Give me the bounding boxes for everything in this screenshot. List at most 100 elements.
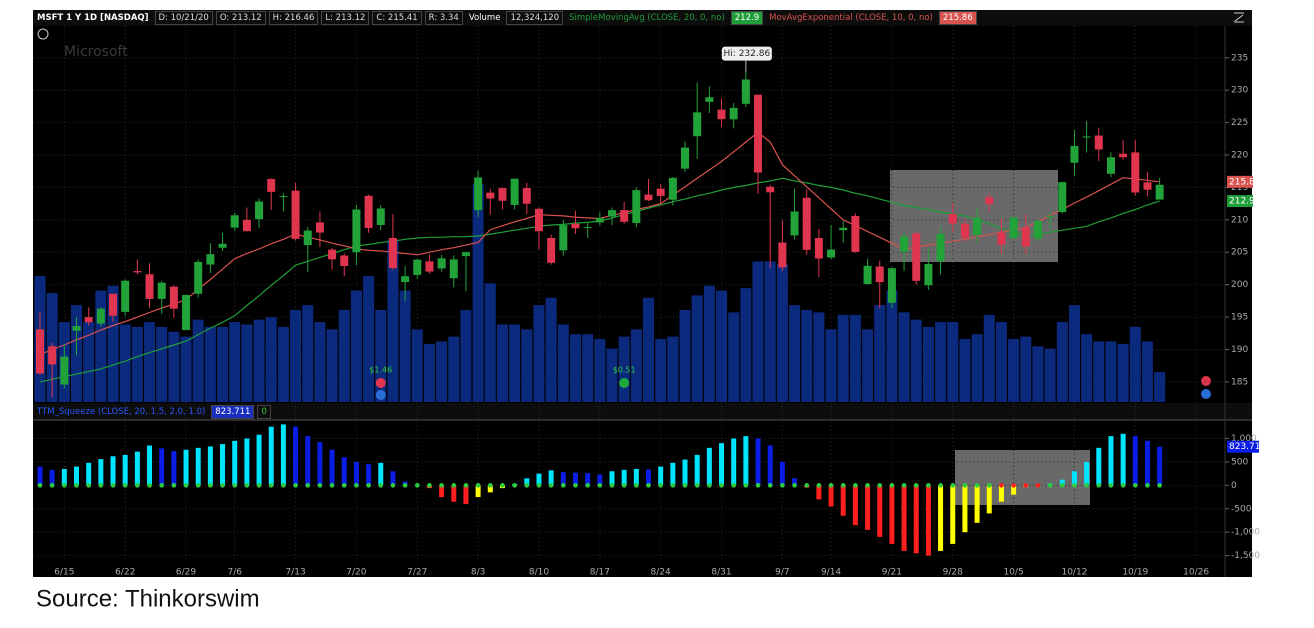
- volume-bar: [241, 324, 253, 402]
- candle-body: [1094, 135, 1103, 150]
- squeeze-dot: [682, 483, 688, 488]
- squeeze-dot: [974, 483, 980, 488]
- info-icon[interactable]: [37, 28, 49, 40]
- volume-bar: [691, 295, 703, 402]
- candle-body: [425, 261, 434, 272]
- volume-bar: [582, 334, 594, 402]
- momentum-bar: [86, 462, 92, 486]
- volume-bar: [557, 324, 569, 402]
- candle-body: [401, 276, 410, 283]
- squeeze-dot: [840, 483, 846, 488]
- squeeze-dot: [208, 483, 213, 488]
- momentum-bar: [463, 485, 469, 505]
- earnings-icon[interactable]: [1201, 389, 1211, 399]
- candle-body: [1058, 182, 1067, 213]
- volume-bar: [801, 309, 813, 402]
- volume-bar: [509, 324, 521, 402]
- candle-body: [936, 233, 945, 262]
- squeeze-dot: [707, 483, 712, 488]
- candle-body: [559, 225, 568, 251]
- settings-icon[interactable]: [1234, 12, 1244, 23]
- momentum-bar: [877, 485, 883, 537]
- x-tick-label: 7/20: [346, 568, 366, 578]
- volume-bar: [1008, 339, 1020, 402]
- momentum-bar: [1132, 436, 1138, 486]
- header-item: R: 3.34: [424, 10, 463, 25]
- squeeze-dot: [548, 483, 554, 488]
- volume-bar: [1068, 305, 1080, 402]
- momentum-bar: [317, 442, 323, 486]
- squeeze-dot: [1096, 483, 1102, 488]
- volume-bar: [95, 290, 107, 402]
- volume-bar: [1141, 341, 1153, 402]
- momentum-bar: [597, 474, 603, 486]
- squeeze-dot: [670, 483, 676, 488]
- momentum-bar: [110, 456, 116, 486]
- volume-bar: [825, 329, 837, 402]
- y-tick-label: 200: [1231, 280, 1248, 290]
- candle-body: [668, 177, 677, 200]
- watermark: Microsoft: [64, 44, 128, 60]
- squeeze-dot: [1059, 483, 1065, 488]
- momentum-bar: [828, 485, 834, 507]
- candle-body: [632, 190, 641, 224]
- candle-body: [303, 230, 312, 246]
- x-tick-label: 10/12: [1061, 568, 1087, 578]
- momentum-bar: [646, 469, 651, 486]
- squeeze-dot: [646, 483, 651, 488]
- candle-body: [522, 188, 531, 204]
- momentum-bar: [341, 457, 347, 486]
- momentum-bar: [755, 438, 761, 486]
- momentum-bar: [256, 434, 262, 486]
- squeeze-dot: [147, 483, 152, 488]
- squeeze-dot: [1133, 483, 1138, 488]
- momentum-bar: [524, 478, 530, 486]
- squeeze-dot: [256, 483, 262, 488]
- volume-bar: [1093, 341, 1105, 402]
- volume-bar: [107, 285, 119, 402]
- squeeze-dot: [731, 483, 736, 488]
- candle-body: [1155, 184, 1164, 200]
- x-tick-label: 9/7: [775, 568, 789, 578]
- squeeze-dot: [195, 483, 201, 488]
- header-item: C: 215.41: [372, 10, 422, 25]
- volume-bar: [983, 314, 995, 402]
- candle-body: [1119, 153, 1128, 158]
- volume-bar: [265, 317, 277, 402]
- candle-body: [644, 194, 653, 201]
- y-tick-label: 225: [1231, 118, 1248, 128]
- momentum-bar: [572, 472, 578, 486]
- volume-bar: [959, 339, 971, 402]
- x-tick-label: 9/21: [882, 568, 902, 578]
- squeeze-dot: [1120, 483, 1126, 488]
- volume-bar: [874, 305, 886, 402]
- momentum-bar: [98, 459, 104, 486]
- earnings-icon[interactable]: [1201, 376, 1211, 386]
- volume-bar: [411, 329, 423, 402]
- header-item: D: 10/21/20: [154, 10, 213, 25]
- momentum-bar: [865, 485, 871, 530]
- momentum-bar: [901, 485, 907, 551]
- price-tag-label: 215.86: [1229, 177, 1261, 187]
- volume-label: Volume: [468, 12, 501, 23]
- squeeze-dot: [694, 483, 700, 488]
- candle-body: [437, 258, 446, 269]
- study-value: 212.9: [730, 10, 764, 25]
- value-tag: [1227, 440, 1259, 453]
- candle-body: [230, 215, 239, 228]
- candle-body: [960, 223, 969, 238]
- candle-body: [583, 226, 592, 228]
- candle-body: [328, 249, 337, 260]
- candle-body: [242, 219, 251, 232]
- momentum-bar: [852, 485, 858, 526]
- squeeze-dot: [585, 483, 590, 488]
- source-caption: Source: Thinkorswim: [36, 585, 260, 612]
- candle-body: [1070, 145, 1079, 163]
- momentum-bar: [767, 445, 773, 486]
- momentum-bar: [731, 438, 737, 486]
- candle-body: [486, 192, 495, 199]
- squeeze-dot: [1157, 483, 1162, 488]
- y-tick-label: 195: [1231, 313, 1248, 323]
- volume-bar: [1044, 348, 1056, 402]
- volume-bar: [703, 285, 715, 402]
